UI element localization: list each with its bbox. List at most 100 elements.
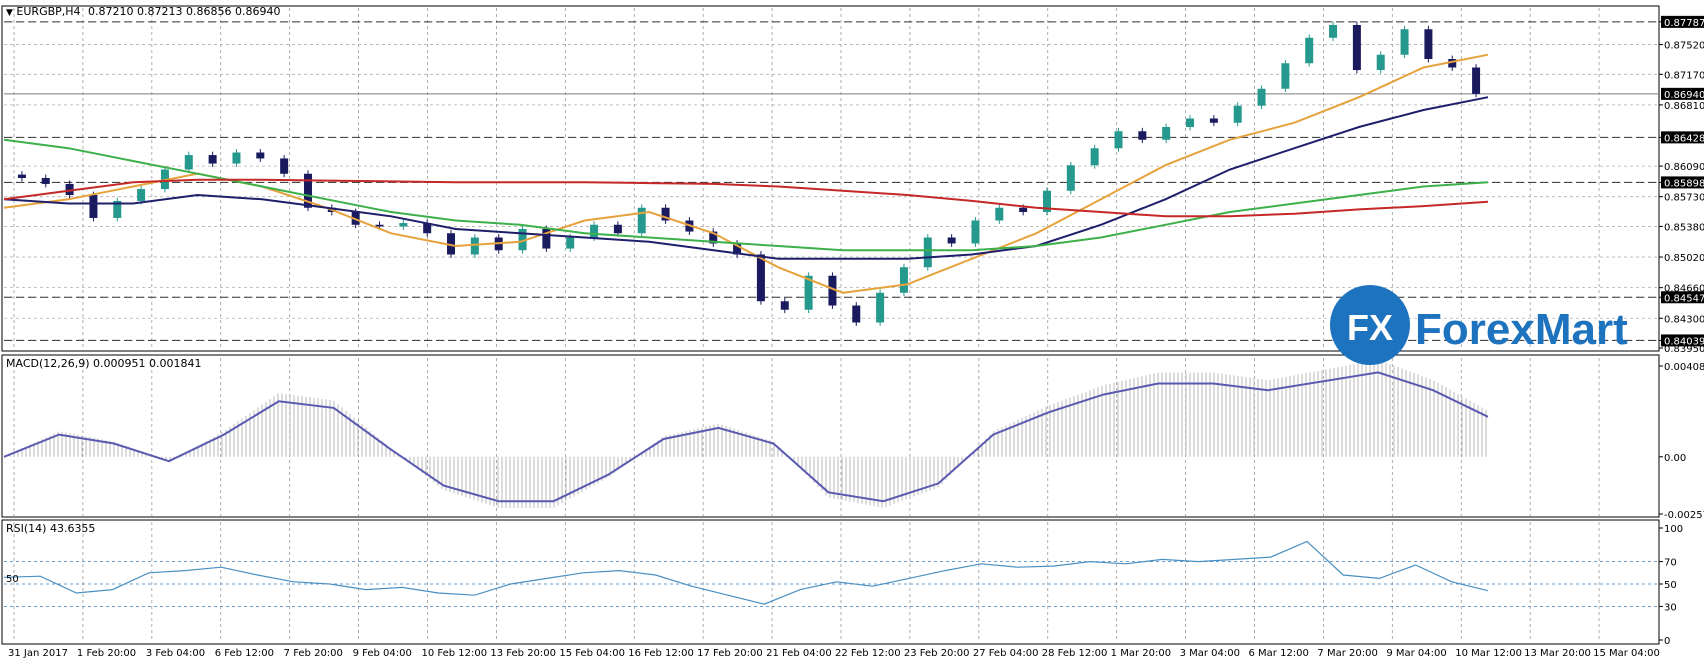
rsi-line: 50: [3, 540, 1489, 605]
time-label: 21 Feb 04:00: [766, 648, 832, 659]
time-label: 10 Feb 12:00: [422, 648, 488, 659]
rsi-tick-label: 70: [1664, 558, 1677, 569]
candle-body: [971, 220, 980, 244]
macd-axis: 0.004089 0.00 -0.002578: [1659, 362, 1704, 521]
candle-body: [1090, 148, 1099, 166]
rsi-pane-frame: [1, 519, 1660, 645]
rsi-header: RSI(14) 43.6355: [6, 522, 96, 535]
candle-body: [399, 223, 408, 227]
time-label: 27 Feb 04:00: [973, 648, 1039, 659]
time-label: 9 Mar 04:00: [1386, 648, 1446, 659]
candle-body: [17, 174, 26, 178]
level-label: 0.84039: [1664, 336, 1704, 347]
rsi-tick-label: 30: [1664, 602, 1677, 613]
macd-tick-label: -0.002578: [1664, 510, 1704, 521]
time-label: 9 Feb 04:00: [353, 648, 412, 659]
level-label-box: [1661, 131, 1704, 144]
candle-body: [208, 155, 217, 164]
moving-averages: [3, 53, 1489, 294]
level-label-box: [1661, 176, 1704, 189]
time-label: 17 Feb 20:00: [697, 648, 763, 659]
level-label-box: [1661, 15, 1704, 28]
candle-body: [613, 224, 622, 234]
price-tick-label: 0.83950: [1664, 344, 1704, 355]
level-label: 0.85898: [1664, 178, 1704, 189]
candle-body: [637, 207, 646, 234]
level-label: 0.86428: [1664, 133, 1704, 144]
candle-body: [1257, 88, 1266, 106]
candle-body: [113, 200, 122, 218]
level-label: 0.84547: [1664, 293, 1704, 304]
macd-line: [3, 371, 1489, 503]
time-label: 13 Mar 20:00: [1524, 648, 1591, 659]
price-axis: 0.87787 0.87520 0.87170 0.86810 0.86428 0.860…: [1659, 15, 1704, 355]
macd-signal-line: [3, 371, 1489, 503]
candle-body: [137, 189, 146, 201]
candle-body: [1400, 29, 1409, 55]
candles: [17, 21, 1481, 326]
level-label-box: [1661, 291, 1704, 304]
candle-body: [232, 152, 241, 164]
price-tick-label: 0.86810: [1664, 101, 1704, 112]
price-grid: [4, 8, 1658, 350]
candle-body: [280, 158, 289, 174]
rsi-axis: 100 70 50 30 0: [1659, 524, 1683, 647]
time-label: 31 Jan 2017: [8, 648, 68, 659]
candle-body: [661, 207, 670, 221]
level-label: 0.86940: [1664, 90, 1704, 101]
candle-body: [375, 224, 384, 227]
price-levels: [4, 21, 1658, 341]
time-label: 7 Feb 20:00: [284, 648, 343, 659]
time-label: 15 Mar 04:00: [1593, 648, 1660, 659]
rsi-tick-label: 50: [1664, 580, 1677, 591]
candle-body: [423, 223, 432, 234]
time-label: 6 Feb 12:00: [215, 648, 274, 659]
time-axis: 31 Jan 2017 1 Feb 20:00 3 Feb 04:00 6 Feb 1…: [8, 648, 1660, 659]
price-tick-label: 0.85730: [1664, 193, 1704, 204]
rsi-level-marker: 50: [6, 574, 19, 585]
candle-body: [1019, 207, 1028, 212]
candle-body: [1472, 67, 1481, 94]
rsi-line: [3, 540, 1489, 605]
candle-body: [947, 237, 956, 244]
price-tick-label: 0.86090: [1664, 162, 1704, 173]
candle-body: [756, 254, 765, 302]
price-tick-label: 0.85380: [1664, 222, 1704, 233]
time-label: 7 Mar 20:00: [1317, 648, 1377, 659]
time-label: 23 Feb 20:00: [904, 648, 970, 659]
level-label-box: [1661, 87, 1704, 100]
candle-body: [1305, 37, 1314, 64]
candle-body: [184, 155, 193, 170]
macd-tick-label: 0.004089: [1664, 362, 1704, 373]
candle-body: [709, 231, 718, 244]
rsi-tick-label: 100: [1664, 524, 1683, 535]
time-label: 15 Feb 04:00: [559, 648, 625, 659]
dropdown-triangle-icon[interactable]: ▼: [6, 8, 13, 18]
price-tick-label: 0.84660: [1664, 284, 1704, 295]
logo-mark: FX: [1347, 307, 1393, 348]
candle-body: [1114, 131, 1123, 149]
ohlc-values: 0.87210 0.87213 0.86856 0.86940: [88, 5, 281, 18]
time-label: 1 Mar 20:00: [1111, 648, 1171, 659]
candle-body: [995, 207, 1004, 221]
candle-body: [1066, 165, 1075, 191]
macd-histogram: [5, 359, 1487, 508]
candle-body: [1042, 190, 1051, 212]
rsi-tick-label: 0: [1664, 636, 1670, 647]
time-label: 1 Feb 20:00: [77, 648, 136, 659]
ma-line: [3, 138, 1489, 252]
time-label: 28 Feb 12:00: [1042, 648, 1108, 659]
time-label: 10 Mar 12:00: [1455, 648, 1522, 659]
candle-body: [1233, 105, 1242, 123]
candle-body: [566, 237, 575, 249]
level-label-box: [1661, 334, 1704, 347]
candle-body: [41, 178, 50, 184]
time-label: 3 Mar 04:00: [1180, 648, 1240, 659]
macd-tick-label: 0.00: [1664, 453, 1686, 464]
candle-body: [470, 237, 479, 255]
candle-body: [303, 173, 312, 208]
time-label: 3 Feb 04:00: [146, 648, 205, 659]
macd-header: MACD(12,26,9) 0.000951 0.001841: [6, 357, 202, 370]
candle-body: [447, 233, 456, 255]
